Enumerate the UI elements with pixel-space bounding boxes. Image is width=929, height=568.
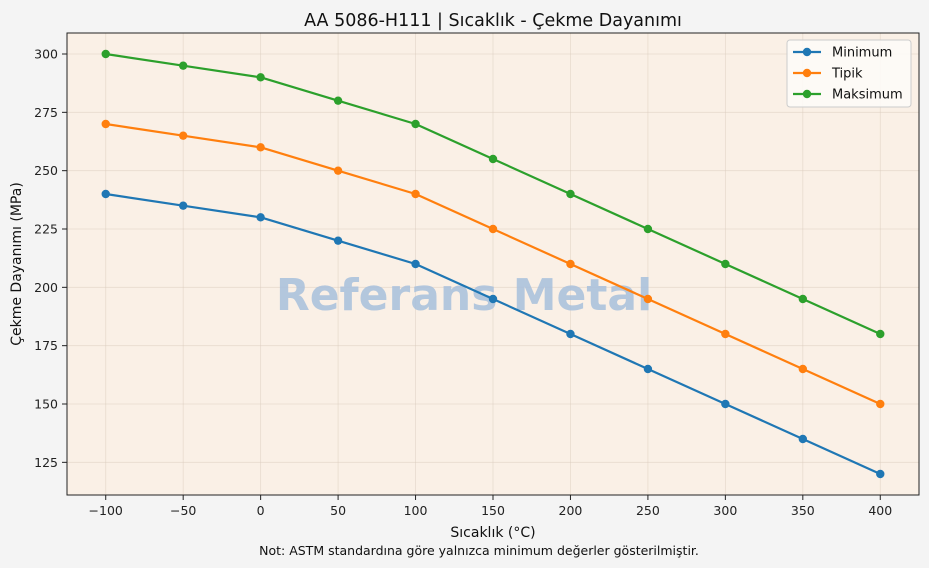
y-axis-label: Çekme Dayanımı (MPa) xyxy=(9,182,25,346)
data-point-tipik xyxy=(488,224,498,234)
grid-lines xyxy=(67,33,919,495)
data-point-maksimum xyxy=(411,119,420,129)
x-tick-label: 50 xyxy=(330,503,346,518)
legend-item-minimum: Minimum xyxy=(793,46,892,61)
footnote: Not: ASTM standardına göre yalnızca mini… xyxy=(259,543,699,558)
x-axis-label: Sıcaklık (°C) xyxy=(450,525,535,541)
data-point-minimum xyxy=(876,469,885,479)
x-tick-label: 200 xyxy=(559,503,583,518)
data-point-maksimum xyxy=(256,73,265,82)
y-tick-label: 225 xyxy=(34,222,58,237)
x-tick-label: −100 xyxy=(89,503,123,518)
y-tick-label: 125 xyxy=(34,455,58,470)
y-tick-label: 150 xyxy=(34,397,58,412)
x-tick-label: 250 xyxy=(636,503,660,518)
legend-label: Maksimum xyxy=(832,88,903,103)
x-tick-label: 400 xyxy=(868,503,892,518)
legend-swatch-marker xyxy=(802,47,812,57)
x-tick-label: −50 xyxy=(170,503,196,518)
x-tick-label: 100 xyxy=(404,503,428,518)
data-point-minimum xyxy=(411,259,420,269)
data-point-minimum xyxy=(566,329,575,339)
data-point-maksimum xyxy=(876,329,885,339)
legend-swatch-marker xyxy=(802,68,812,78)
data-point-tipik xyxy=(101,119,110,129)
data-point-tipik xyxy=(721,329,730,339)
data-point-tipik xyxy=(566,259,575,269)
legend-item-maksimum: Maksimum xyxy=(793,88,903,103)
data-point-maksimum xyxy=(721,259,730,269)
data-point-tipik xyxy=(798,364,808,374)
data-point-maksimum xyxy=(566,189,575,199)
y-tick-label: 300 xyxy=(34,47,58,62)
legend-item-tipik: Tipik xyxy=(793,67,863,82)
series-minimum xyxy=(101,189,885,479)
legend-swatch-marker xyxy=(802,89,812,99)
x-tick-label: 150 xyxy=(481,503,505,518)
y-tick-label: 250 xyxy=(34,163,58,178)
data-point-maksimum xyxy=(643,224,653,234)
legend-label: Minimum xyxy=(832,46,892,61)
data-point-tipik xyxy=(178,131,188,140)
data-point-minimum xyxy=(256,213,265,222)
data-point-tipik xyxy=(333,166,343,175)
data-point-tipik xyxy=(411,189,420,199)
series-tipik xyxy=(101,119,885,409)
legend-label: Tipik xyxy=(831,67,863,82)
data-point-tipik xyxy=(256,143,265,152)
axis-ticks: −100 −50 0 50 100 150 200 250 300 350 400 125 150 175… xyxy=(34,47,892,519)
series-layer xyxy=(101,49,885,479)
chart-title: AA 5086-H111 | Sıcaklık - Çekme Dayanımı xyxy=(304,11,682,31)
data-point-maksimum xyxy=(333,96,343,105)
x-tick-label: 0 xyxy=(257,503,265,518)
legend-box xyxy=(786,39,912,108)
data-point-maksimum xyxy=(798,294,808,304)
data-point-maksimum xyxy=(488,154,498,164)
legend: Minimum Tipik Maksimum xyxy=(786,39,912,108)
x-tick-label: 350 xyxy=(791,503,815,518)
series-maksimum xyxy=(101,49,885,339)
data-point-minimum xyxy=(488,294,498,304)
data-point-tipik xyxy=(643,294,653,304)
watermark-text: Referans Metal xyxy=(276,270,652,321)
x-tick-label: 300 xyxy=(713,503,737,518)
y-tick-label: 200 xyxy=(34,280,58,295)
data-point-minimum xyxy=(333,236,343,245)
data-point-maksimum xyxy=(101,49,110,59)
data-point-tipik xyxy=(876,399,885,409)
data-point-minimum xyxy=(643,364,653,374)
data-point-minimum xyxy=(798,434,808,444)
y-tick-label: 175 xyxy=(34,338,58,353)
data-point-minimum xyxy=(721,399,730,409)
data-point-minimum xyxy=(178,201,188,210)
data-point-minimum xyxy=(101,189,110,199)
data-point-maksimum xyxy=(178,61,188,70)
y-tick-label: 275 xyxy=(34,105,58,120)
